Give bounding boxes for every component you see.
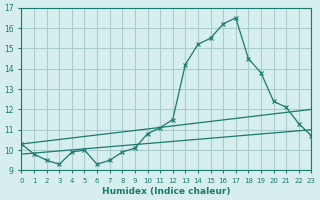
- X-axis label: Humidex (Indice chaleur): Humidex (Indice chaleur): [102, 187, 231, 196]
